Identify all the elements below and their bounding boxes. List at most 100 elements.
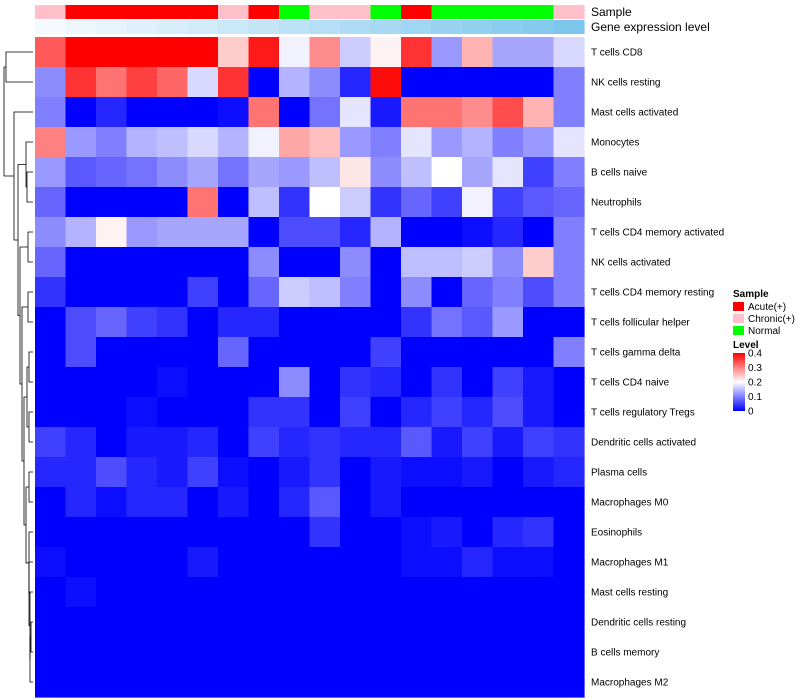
heatmap-cell: [370, 337, 402, 368]
heatmap-cell: [65, 367, 97, 398]
heatmap-cell: [492, 157, 524, 188]
heatmap-cell: [431, 517, 463, 548]
heatmap-cell: [218, 217, 250, 248]
heatmap-cell: [279, 217, 311, 248]
heatmap-cell: [340, 607, 372, 638]
heatmap-cell: [187, 67, 219, 98]
heatmap-cell: [553, 97, 585, 128]
heatmap-cell: [523, 217, 555, 248]
heatmap-cell: [553, 607, 585, 638]
heatmap-cell: [248, 607, 280, 638]
heatmap-cell: [309, 37, 341, 68]
heatmap-cell: [35, 307, 67, 338]
heatmap-cell: [523, 427, 555, 458]
heatmap-cell: [65, 157, 97, 188]
gene-expression-annotation-cell: [187, 20, 219, 34]
heatmap-cell: [340, 397, 372, 428]
heatmap-cell: [248, 547, 280, 578]
heatmap-cell: [309, 187, 341, 218]
gene-expression-annotation-cell: [523, 20, 555, 34]
heatmap-cell: [370, 37, 402, 68]
heatmap-cell: [340, 157, 372, 188]
heatmap-cell: [553, 67, 585, 98]
heatmap-cell: [370, 397, 402, 428]
heatmap-cell: [279, 517, 311, 548]
heatmap-cell: [492, 427, 524, 458]
heatmap-cell: [462, 457, 494, 488]
dendrogram-branch: [28, 351, 33, 383]
heatmap-cell: [523, 607, 555, 638]
heatmap-cells: [35, 37, 585, 698]
heatmap-cell: [248, 217, 280, 248]
heatmap-cell: [35, 157, 67, 188]
heatmap-cell: [96, 277, 128, 308]
heatmap-cell: [218, 577, 250, 608]
dendrogram-branch: [17, 164, 26, 316]
heatmap-cell: [462, 637, 494, 668]
gene-expression-annotation-cell: [492, 20, 524, 34]
sample-annotation-cell: [492, 5, 524, 19]
heatmap-cell: [65, 127, 97, 158]
heatmap-cell: [492, 457, 524, 488]
level-legend: Level 0.4 0.3 0.2 0.1 0: [733, 340, 762, 418]
heatmap-cell: [401, 217, 433, 248]
level-legend-title: Level: [733, 340, 759, 351]
heatmap-cell: [370, 217, 402, 248]
heatmap-cell: [248, 487, 280, 518]
heatmap-cell: [553, 667, 585, 698]
heatmap-cell: [431, 367, 463, 398]
gene-expression-annotation-cell: [96, 20, 128, 34]
sample-annotation-cell: [340, 5, 372, 19]
heatmap-cell: [523, 457, 555, 488]
heatmap-cell: [431, 487, 463, 518]
heatmap-cell: [523, 397, 555, 428]
heatmap-cell: [96, 157, 128, 188]
heatmap-cell: [279, 337, 311, 368]
gene-expression-annotation-cell: [462, 20, 494, 34]
heatmap-cell: [35, 667, 67, 698]
heatmap-cell: [279, 277, 311, 308]
heatmap-cell: [401, 547, 433, 578]
sample-annotation-cell: [279, 5, 311, 19]
heatmap-cell: [431, 397, 463, 428]
heatmap-cell: [218, 607, 250, 638]
sample-annotation-cell: [431, 5, 463, 19]
heatmap-cell: [370, 637, 402, 668]
heatmap-cell: [35, 547, 67, 578]
heatmap-cell: [157, 97, 189, 128]
heatmap-cell: [35, 337, 67, 368]
gene-expression-annotation-cell: [370, 20, 402, 34]
dendrogram-branch: [27, 231, 33, 263]
heatmap-cell: [279, 577, 311, 608]
heatmap-cell: [35, 367, 67, 398]
heatmap-cell: [309, 607, 341, 638]
heatmap-cell: [492, 67, 524, 98]
heatmap-cell: [370, 307, 402, 338]
row-label: T cells regulatory Tregs: [591, 408, 695, 419]
heatmap-cell: [126, 397, 158, 428]
heatmap-cell: [523, 547, 555, 578]
heatmap-cell: [96, 67, 128, 98]
heatmap-cell: [492, 217, 524, 248]
heatmap-cell: [157, 37, 189, 68]
heatmap-cell: [340, 247, 372, 278]
heatmap-cell: [370, 607, 402, 638]
heatmap-cell: [279, 367, 311, 398]
heatmap-cell: [492, 307, 524, 338]
row-label: T cells CD8: [591, 48, 643, 59]
heatmap-cell: [553, 157, 585, 188]
heatmap-cell: [523, 247, 555, 278]
heatmap-cell: [370, 427, 402, 458]
heatmap-cell: [401, 457, 433, 488]
heatmap-cell: [401, 427, 433, 458]
heatmap-cell: [431, 337, 463, 368]
heatmap-cell: [492, 367, 524, 398]
heatmap-cell: [157, 667, 189, 698]
sample-annotation-cell: [96, 5, 128, 19]
heatmap-cell: [340, 427, 372, 458]
heatmap-cell: [370, 127, 402, 158]
heatmap-cell: [370, 667, 402, 698]
heatmap-cell: [187, 457, 219, 488]
row-label: Dendritic cells resting: [591, 618, 686, 629]
heatmap-cell: [157, 337, 189, 368]
